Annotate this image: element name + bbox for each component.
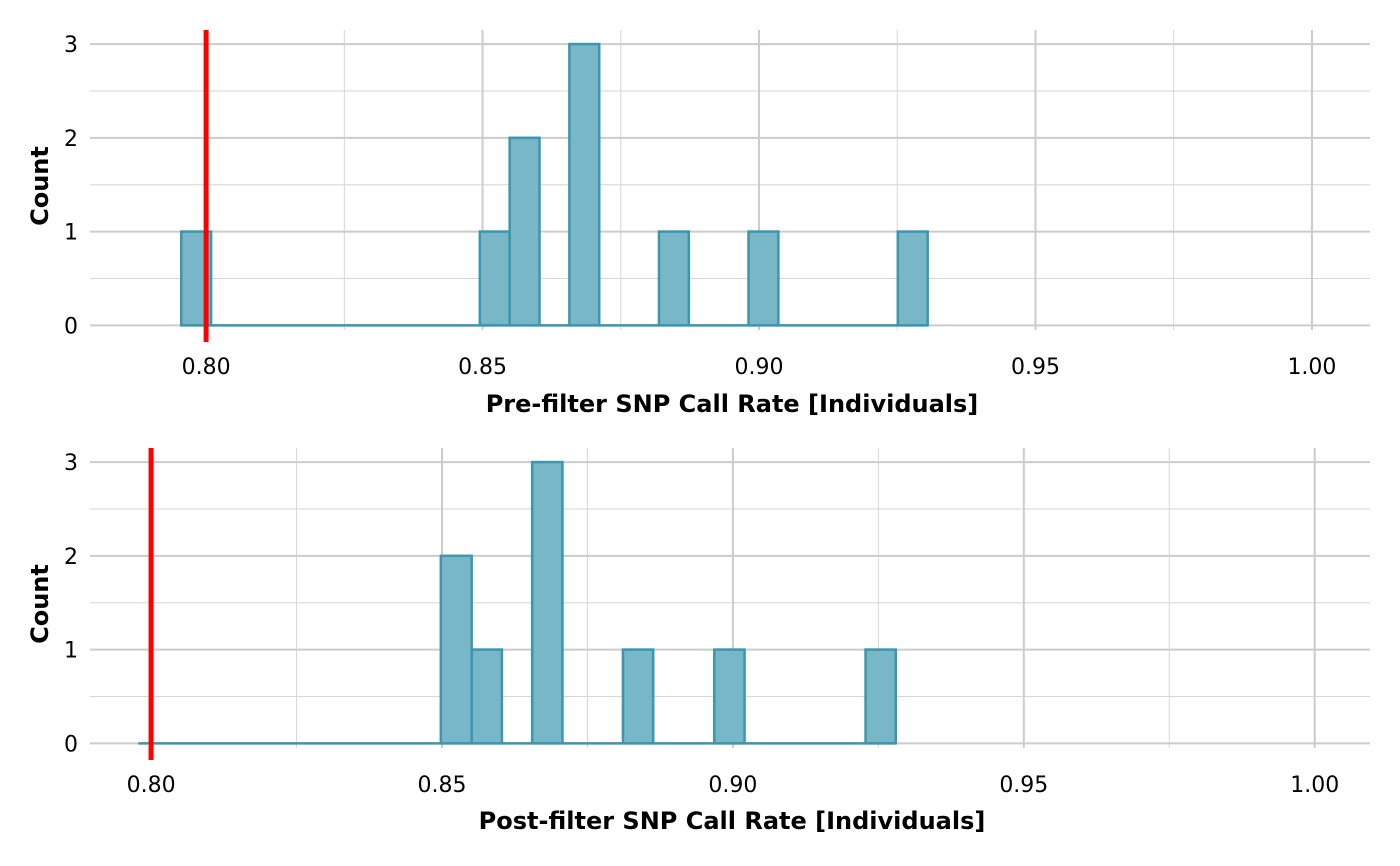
pre-filter-grid: [90, 30, 1370, 330]
pre-filter-y-tick-label: 2: [64, 127, 78, 152]
pre-filter-y-tick-label: 1: [64, 221, 78, 246]
pre-filter-tick-labels: 0.80 0.85 0.90 0.95 1.00 0 1 2 3: [64, 33, 1336, 380]
pre-filter-y-axis-title: Count: [26, 146, 54, 226]
pre-filter-histogram-bar: [896, 230, 929, 327]
pre-filter-histogram-panel: 0.80 0.85 0.90 0.95 1.00 0 1 2 3 Pre-filter SNP …: [26, 30, 1370, 418]
post-filter-x-tick-label: 1.00: [1290, 773, 1339, 798]
pre-filter-histogram-bar: [478, 230, 511, 327]
post-filter-y-tick-label: 0: [64, 732, 78, 757]
post-filter-x-tick-label: 0.85: [418, 773, 467, 798]
post-filter-x-axis-title: Post-filter SNP Call Rate [Individuals]: [479, 807, 986, 835]
pre-filter-histogram-bar: [657, 230, 691, 327]
post-filter-y-axis-title: Count: [26, 564, 54, 644]
post-filter-x-tick-label: 0.80: [127, 773, 176, 798]
pre-filter-x-axis-title: Pre-filter SNP Call Rate [Individuals]: [486, 390, 979, 418]
post-filter-bars: [138, 448, 898, 760]
post-filter-y-tick-label: 2: [64, 545, 78, 570]
post-filter-histogram-bar: [713, 648, 746, 745]
pre-filter-x-tick-label: 0.90: [735, 355, 784, 380]
post-filter-histogram-bar: [530, 460, 564, 745]
post-filter-histogram-bar: [470, 648, 504, 745]
post-filter-histogram-bar: [621, 648, 655, 745]
post-filter-histogram-panel: 0.80 0.85 0.90 0.95 1.00 0 1 2 3 Post-filter SNP…: [26, 448, 1370, 835]
pre-filter-x-tick-label: 1.00: [1287, 355, 1336, 380]
post-filter-tick-labels: 0.80 0.85 0.90 0.95 1.00 0 1 2 3: [64, 451, 1339, 798]
post-filter-histogram-bar: [864, 648, 898, 745]
post-filter-histogram-bar: [439, 554, 473, 745]
pre-filter-y-tick-label: 0: [64, 314, 78, 339]
post-filter-x-tick-label: 0.95: [999, 773, 1048, 798]
pre-filter-histogram-bar: [568, 42, 601, 327]
pre-filter-bars: [179, 30, 929, 342]
post-filter-y-tick-label: 1: [64, 639, 78, 664]
post-filter-x-tick-label: 0.90: [708, 773, 757, 798]
pre-filter-y-tick-label: 3: [64, 33, 78, 58]
pre-filter-x-tick-label: 0.85: [458, 355, 507, 380]
post-filter-y-tick-label: 3: [64, 451, 78, 476]
pre-filter-histogram-bar: [747, 230, 780, 327]
pre-filter-histogram-bar: [508, 136, 541, 327]
pre-filter-x-tick-label: 0.95: [1011, 355, 1060, 380]
pre-filter-x-tick-label: 0.80: [182, 355, 231, 380]
